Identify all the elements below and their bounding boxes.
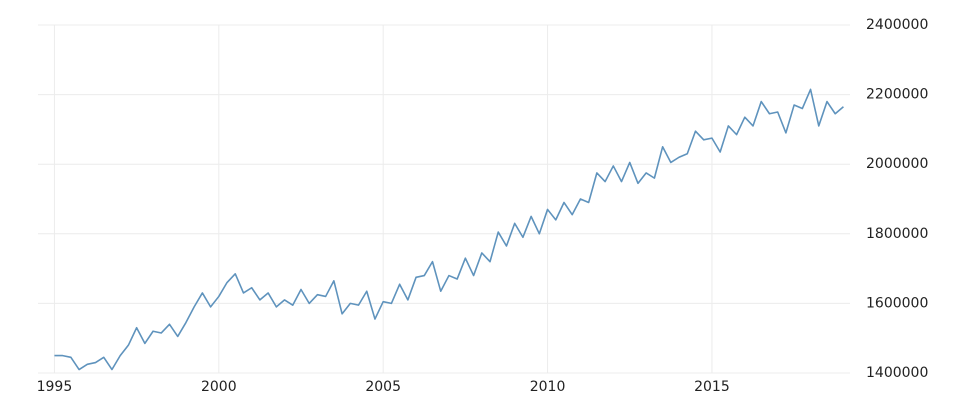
x-tick-label: 2000 — [201, 379, 237, 395]
y-tick-label: 1800000 — [866, 226, 928, 242]
x-tick-label: 2010 — [530, 379, 566, 395]
x-tick-label: 1995 — [37, 379, 73, 395]
y-tick-label: 2000000 — [866, 156, 928, 172]
x-tick-label: 2005 — [365, 379, 401, 395]
y-tick-label: 1400000 — [866, 365, 928, 381]
data-line — [54, 88, 844, 371]
y-tick-label: 1600000 — [866, 295, 928, 311]
y-tick-label: 2200000 — [866, 87, 928, 103]
x-tick-label: 2015 — [694, 379, 730, 395]
y-tick-label: 2400000 — [866, 17, 928, 33]
